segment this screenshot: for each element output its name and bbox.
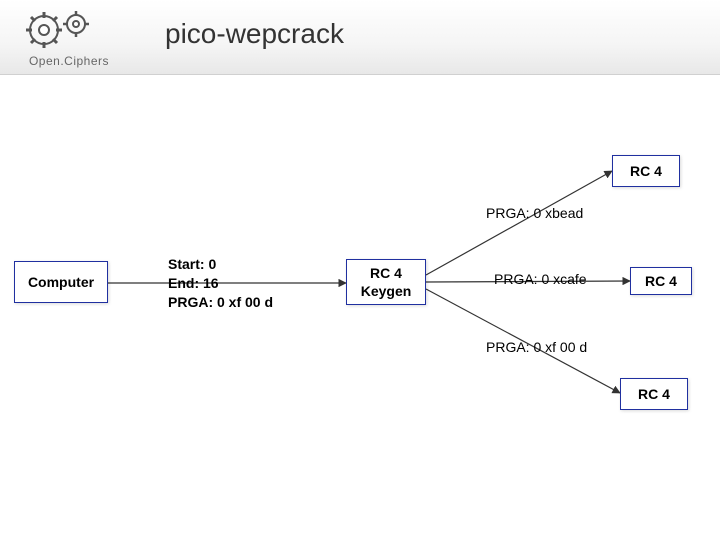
node-rc4_bot: RC 4 xyxy=(620,378,688,410)
node-keygen: RC 4Keygen xyxy=(346,259,426,305)
edge-label-3: PRGA: 0 xf 00 d xyxy=(486,339,587,355)
node-computer: Computer xyxy=(14,261,108,303)
logo: Open.Ciphers xyxy=(14,8,124,68)
diagram-canvas: Computer RC 4Keygen RC 4 RC 4 RC 4 Start: 0E… xyxy=(0,75,720,540)
page-title: pico-wepcrack xyxy=(165,18,344,50)
logo-text: Open.Ciphers xyxy=(14,54,124,68)
edges-layer xyxy=(0,75,720,540)
node-rc4_top: RC 4 xyxy=(612,155,680,187)
edge-keygen-rc4_top xyxy=(426,171,612,275)
edge-label-1: PRGA: 0 xbead xyxy=(486,205,583,221)
params-text: Start: 0End: 16PRGA: 0 xf 00 d xyxy=(168,255,273,312)
edge-label-2: PRGA: 0 xcafe xyxy=(494,271,587,287)
header-bar: Open.Ciphers pico-wepcrack xyxy=(0,0,720,75)
node-rc4_mid: RC 4 xyxy=(630,267,692,295)
logo-gears-icon xyxy=(14,8,124,52)
